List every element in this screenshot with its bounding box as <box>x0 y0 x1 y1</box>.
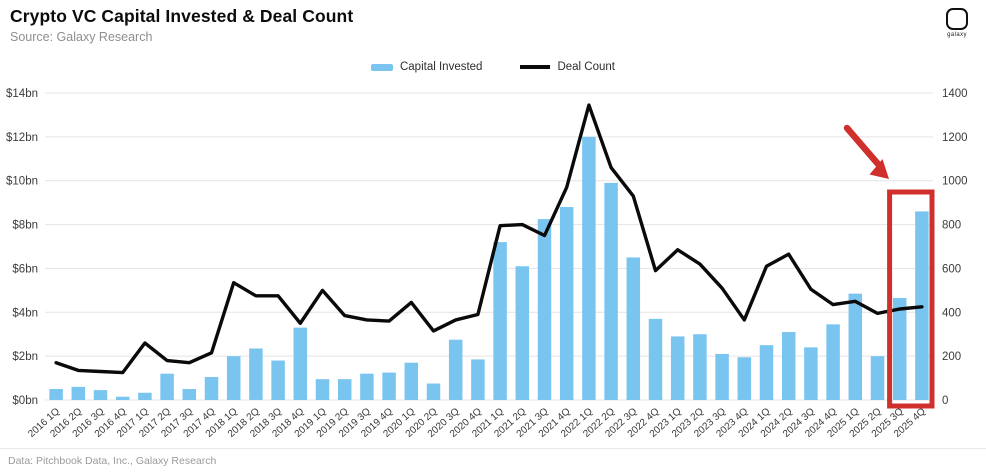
deal-count-line <box>54 103 924 375</box>
capital-bar-2022-3Q <box>626 257 641 400</box>
highlight-box <box>887 189 935 409</box>
right-axis-tick: 200 <box>942 351 961 363</box>
legend-item-capital-invested: Capital Invested <box>370 61 483 73</box>
capital-bar-2016-2Q <box>71 386 86 400</box>
galaxy-logo-icon <box>946 8 968 30</box>
chart-footer: Data: Pitchbook Data, Inc., Galaxy Resea… <box>0 448 986 475</box>
line-swatch-icon <box>520 65 551 69</box>
capital-bar-2018-1Q <box>226 356 241 400</box>
left-axis-tick: $8bn <box>12 220 38 232</box>
right-axis-tick: 1400 <box>942 88 968 100</box>
right-axis-tick: 600 <box>942 263 961 275</box>
left-axis-tick: $10bn <box>6 176 38 188</box>
chart-plot: $0bn 0 $2bn 200 $4bn 400 $6bn 600 $8bn 800 $10bn 10… <box>6 88 968 440</box>
capital-bar-2023-4Q <box>737 357 752 400</box>
left-axis-tick: $14bn <box>6 88 38 100</box>
right-axis-tick: 400 <box>942 307 961 319</box>
capital-bar-2018-3Q <box>271 360 285 400</box>
capital-bar-2021-4Q <box>559 207 574 400</box>
right-axis-tick: 0 <box>942 395 948 407</box>
capital-bar-2021-1Q <box>493 242 507 400</box>
capital-bar-2019-4Q <box>382 372 396 400</box>
capital-bar-2024-2Q <box>781 332 796 400</box>
capital-bar-2019-3Q <box>360 373 374 400</box>
capital-bar-2024-1Q <box>759 345 774 400</box>
chart-header: Crypto VC Capital Invested & Deal Count … <box>10 6 976 44</box>
capital-bar-2023-1Q <box>670 336 685 400</box>
capital-bar-2016-3Q <box>93 390 108 400</box>
capital-bar-2020-4Q <box>471 359 485 400</box>
capital-bar-2017-1Q <box>138 392 152 400</box>
legend-item-deal-count: Deal Count <box>520 61 615 73</box>
capital-bar-2020-3Q <box>448 339 463 400</box>
capital-bar-2024-3Q <box>804 347 818 400</box>
footer-divider <box>0 448 986 449</box>
capital-bar-2022-4Q <box>648 318 663 400</box>
capital-bar-2024-4Q <box>826 324 840 400</box>
capital-bar-2016-4Q <box>115 396 130 400</box>
capital-bar-2018-4Q <box>293 327 308 400</box>
right-axis-tick: 1200 <box>942 132 968 144</box>
left-axis-tick: $6bn <box>12 263 38 275</box>
capital-bar-2017-4Q <box>204 376 219 400</box>
capital-bar-2017-3Q <box>182 389 197 400</box>
capital-bar-2020-1Q <box>404 362 419 400</box>
left-axis-tick: $0bn <box>12 395 38 407</box>
capital-bar-2020-2Q <box>426 383 441 400</box>
capital-bar-2017-2Q <box>160 373 174 400</box>
capital-bar-2023-2Q <box>693 334 707 400</box>
data-credit: Data: Pitchbook Data, Inc., Galaxy Resea… <box>8 455 217 467</box>
capital-bar-2018-2Q <box>249 348 263 400</box>
left-axis-tick: $12bn <box>6 132 38 144</box>
capital-bar-2021-3Q <box>537 219 552 400</box>
page-title: Crypto VC Capital Invested & Deal Count <box>10 6 354 26</box>
galaxy-logo-label: galaxy <box>947 32 967 38</box>
chart-legend: Capital Invested Deal Count <box>0 61 986 73</box>
capital-invested-bars <box>49 136 929 400</box>
annotation-arrow-head-icon <box>869 159 889 179</box>
legend-label: Deal Count <box>557 61 615 73</box>
capital-bar-2025-1Q <box>848 293 863 400</box>
capital-bar-2023-3Q <box>715 353 729 400</box>
capital-bar-2025-2Q <box>870 356 885 400</box>
capital-bar-2022-2Q <box>604 182 618 400</box>
left-axis-tick: $2bn <box>12 351 38 363</box>
annotation-arrow-shaft <box>843 124 882 168</box>
grid-and-axes: $0bn 0 $2bn 200 $4bn 400 $6bn 600 $8bn 800 $10bn 10… <box>6 88 968 407</box>
capital-bar-2021-2Q <box>515 266 530 400</box>
legend-label: Capital Invested <box>399 61 483 73</box>
chart-source: Source: Galaxy Research <box>10 30 153 44</box>
capital-bar-2016-1Q <box>49 389 63 400</box>
capital-bar-2019-1Q <box>315 379 330 400</box>
right-axis-tick: 1000 <box>942 176 968 188</box>
capital-bar-2025-3Q <box>892 298 907 400</box>
right-axis-tick: 800 <box>942 220 961 232</box>
left-axis-tick: $4bn <box>12 307 38 319</box>
title-block: Crypto VC Capital Invested & Deal Count … <box>10 6 353 44</box>
bar-swatch-icon <box>370 63 393 71</box>
galaxy-logo: galaxy <box>946 8 968 38</box>
capital-bar-2022-1Q <box>582 136 596 400</box>
capital-bar-2019-2Q <box>337 379 352 400</box>
